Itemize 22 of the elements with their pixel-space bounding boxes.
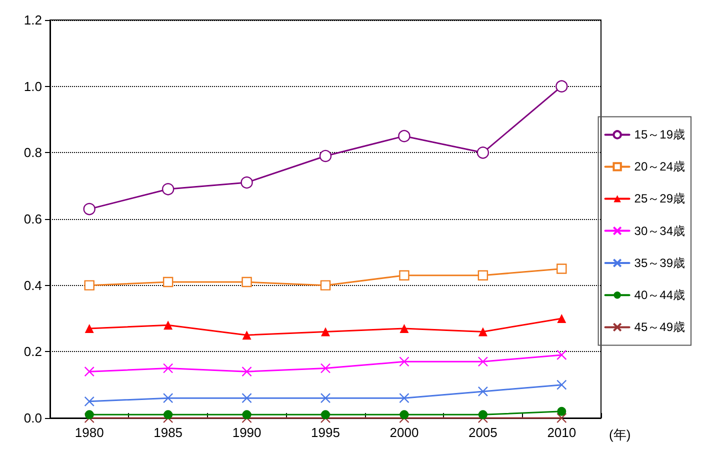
- legend-label: 15～19歳: [634, 128, 686, 142]
- legend-label: 35～39歳: [634, 256, 686, 270]
- y-tick-label: 0.8: [24, 145, 42, 160]
- x-tick-label: 1990: [232, 425, 262, 440]
- legend-label: 25～29歳: [634, 192, 686, 206]
- legend-label: 40～44歳: [634, 288, 686, 302]
- y-tick-label: 1.0: [24, 78, 42, 94]
- y-tick-label: 0.4: [24, 278, 42, 293]
- legend-label: 45～49歳: [634, 320, 686, 334]
- x-tick-label: 2005: [468, 425, 498, 440]
- y-tick-label: 1.2: [24, 12, 42, 28]
- y-tick-label: 0.6: [24, 212, 42, 226]
- x-tick-label: 1985: [154, 425, 183, 440]
- x-tick-label: 1980: [74, 425, 104, 440]
- legend-label: 30～34歳: [634, 224, 686, 238]
- x-axis-title: (年): [609, 427, 631, 442]
- y-tick-label: 0.2: [24, 344, 42, 360]
- x-tick-label: 2010: [547, 425, 576, 440]
- legend-label: 20～24歳: [634, 160, 686, 174]
- y-tick-label: 0.0: [24, 410, 42, 426]
- x-tick-label: 1995: [311, 425, 340, 440]
- x-tick-label: 2000: [390, 425, 419, 440]
